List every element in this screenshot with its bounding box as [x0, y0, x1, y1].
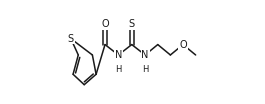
Text: O: O — [101, 19, 109, 29]
Text: N: N — [115, 50, 122, 60]
Text: N: N — [142, 50, 149, 60]
Text: S: S — [129, 19, 135, 29]
Text: H: H — [142, 65, 148, 74]
Text: H: H — [115, 65, 122, 74]
Text: S: S — [68, 34, 74, 44]
Text: O: O — [179, 40, 187, 50]
